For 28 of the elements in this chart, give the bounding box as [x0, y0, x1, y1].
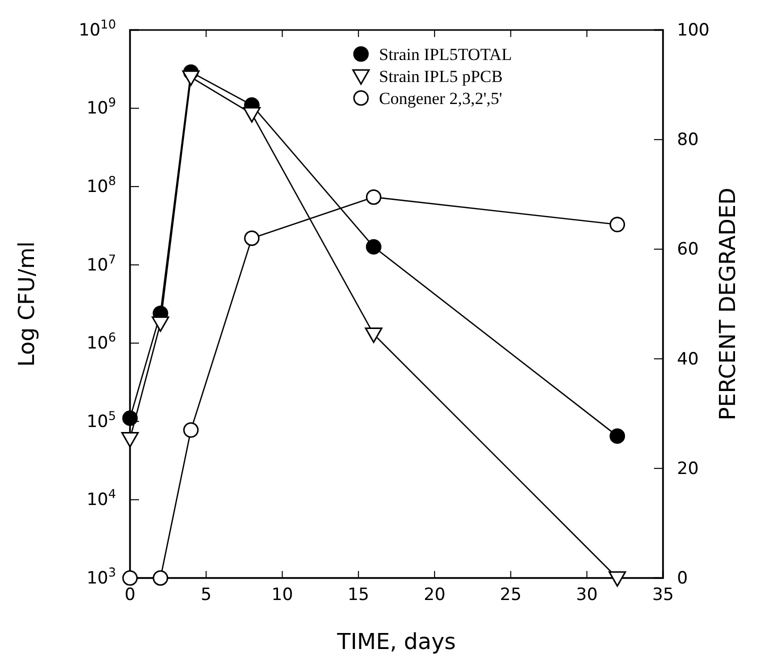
- x-tick-label: 10: [271, 585, 294, 606]
- legend-label: Strain IPL5TOTAL: [379, 45, 512, 64]
- x-tick-label: 15: [348, 585, 370, 606]
- y2-axis-title: PERCENT DEGRADED: [716, 188, 741, 420]
- y2-tick-label: 80: [677, 130, 699, 150]
- y-tick-label: 10$^{5}$: [86, 408, 116, 432]
- y2-tick-label: 20: [677, 458, 699, 479]
- y2-tick-label: 60: [677, 240, 699, 260]
- y-tick-label: 10$^{9}$: [86, 96, 116, 119]
- x-tick-label: 0: [124, 585, 136, 606]
- y-axis-title: Log CFU/ml: [15, 241, 40, 367]
- y-tick-label: 10$^{8}$: [86, 174, 116, 198]
- y-tick-label: 10$^{3}$: [86, 565, 116, 588]
- x-tick-label: 30: [576, 585, 598, 606]
- y-tick-label: 10$^{7}$: [86, 252, 116, 276]
- x-tick-label: 25: [500, 585, 522, 606]
- x-axis-title: TIME, days: [336, 630, 456, 655]
- y-tick-label: 10$^{6}$: [86, 330, 116, 354]
- legend-label: Congener 2,3,2',5': [379, 89, 502, 108]
- y-tick-label: 10$^{10}$: [78, 17, 116, 40]
- y-tick-label: 10$^{4}$: [86, 487, 116, 510]
- y2-tick-label: 0: [677, 568, 688, 588]
- x-tick-label: 5: [200, 585, 212, 606]
- legend-label: Strain IPL5 pPCB: [379, 67, 503, 86]
- x-tick-label: 35: [652, 585, 674, 606]
- x-tick-label: 20: [424, 585, 446, 606]
- y2-tick-label: 40: [677, 349, 699, 370]
- y2-tick-label: 100: [677, 20, 710, 40]
